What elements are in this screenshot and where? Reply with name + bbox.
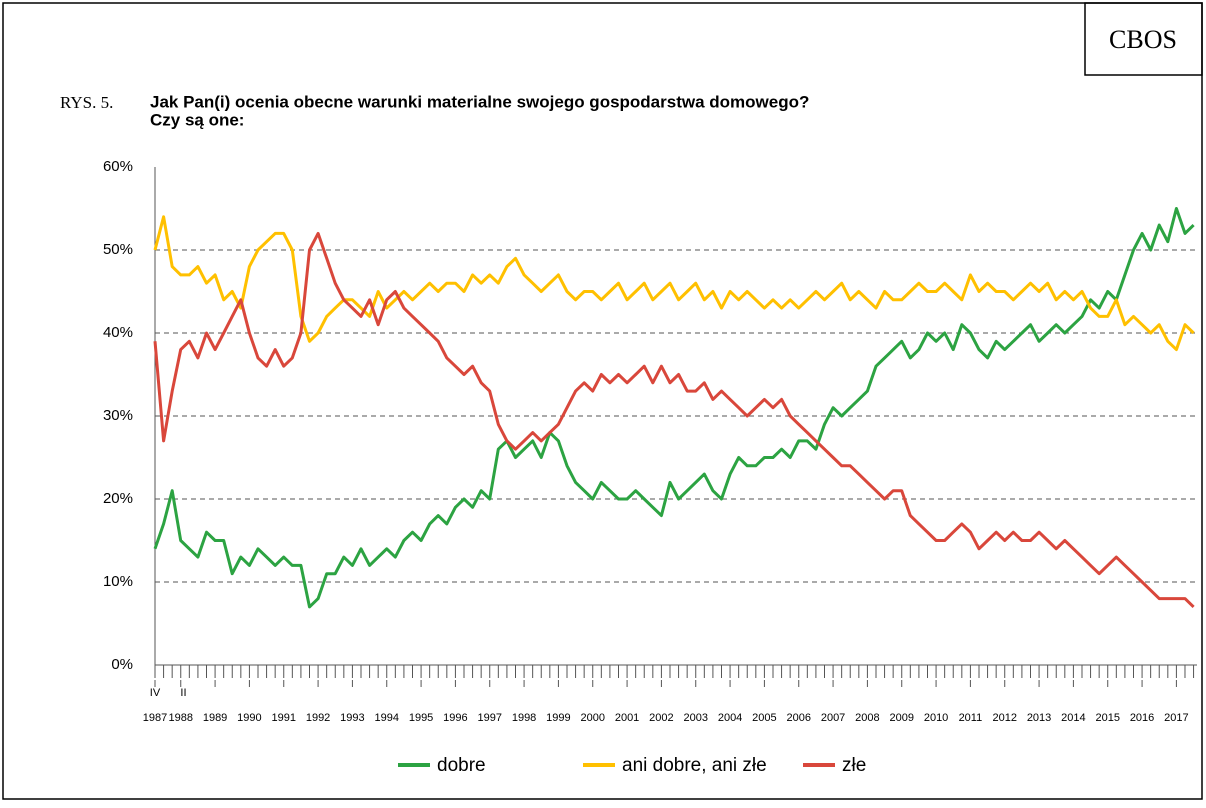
y-tick-label: 0%	[111, 656, 133, 673]
x-tick-label: 1995	[409, 712, 433, 724]
chart-title: Czy są one:	[150, 110, 244, 129]
x-tick-label: 2015	[1095, 712, 1119, 724]
x-tick-label: 1992	[306, 712, 330, 724]
x-month-label: IV	[150, 687, 161, 699]
series-line	[153, 207, 1195, 609]
x-tick-label: 1990	[237, 712, 261, 724]
source-box	[1084, 2, 1203, 76]
x-tick-label: 2000	[581, 712, 605, 724]
x-tick-label: 2006	[786, 712, 810, 724]
series-line	[153, 231, 1195, 608]
x-tick-label: 2011	[959, 712, 983, 724]
figure-label: RYS. 5.	[60, 93, 113, 112]
y-tick-label: 10%	[103, 573, 133, 590]
x-tick-label: 2016	[1130, 712, 1154, 724]
x-tick-label: 1996	[443, 712, 467, 724]
x-tick-label: 2008	[855, 712, 879, 724]
x-tick-label: 1993	[340, 712, 364, 724]
x-tick-label: 2003	[683, 712, 707, 724]
x-tick-label: 2005	[752, 712, 776, 724]
x-tick-label: 1989	[203, 712, 227, 724]
series-line	[153, 215, 1195, 352]
x-tick-label: 2007	[821, 712, 845, 724]
x-tick-label: 1988	[169, 712, 193, 724]
x-tick-label: 1998	[512, 712, 536, 724]
x-month-label: II	[180, 687, 186, 699]
x-tick-label: 2014	[1061, 712, 1085, 724]
x-tick-label: 1987	[143, 712, 167, 724]
x-tick-label: 2002	[649, 712, 673, 724]
source: CBOS	[1109, 25, 1177, 54]
legend-label: dobre	[437, 755, 486, 776]
y-tick-label: 50%	[103, 241, 133, 258]
x-tick-label: 1997	[478, 712, 502, 724]
y-tick-label: 20%	[103, 490, 133, 507]
x-tick-label: 2004	[718, 712, 742, 724]
x-tick-label: 2013	[1027, 712, 1051, 724]
x-tick-label: 1994	[375, 712, 399, 724]
x-tick-label: 2017	[1164, 712, 1188, 724]
x-tick-label: 2012	[992, 712, 1016, 724]
x-tick-label: 1991	[272, 712, 296, 724]
x-tick-label: 1999	[546, 712, 570, 724]
legend-label: ani dobre, ani złe	[622, 755, 767, 776]
y-tick-label: 30%	[103, 407, 133, 424]
x-tick-label: 2009	[889, 712, 913, 724]
y-tick-label: 40%	[103, 324, 133, 341]
x-tick-label: 2010	[924, 712, 948, 724]
x-tick-label: 2001	[615, 712, 639, 724]
legend-label: złe	[842, 755, 866, 776]
y-tick-label: 60%	[103, 158, 133, 175]
chart-title: Jak Pan(i) ocenia obecne warunki materia…	[150, 92, 809, 111]
